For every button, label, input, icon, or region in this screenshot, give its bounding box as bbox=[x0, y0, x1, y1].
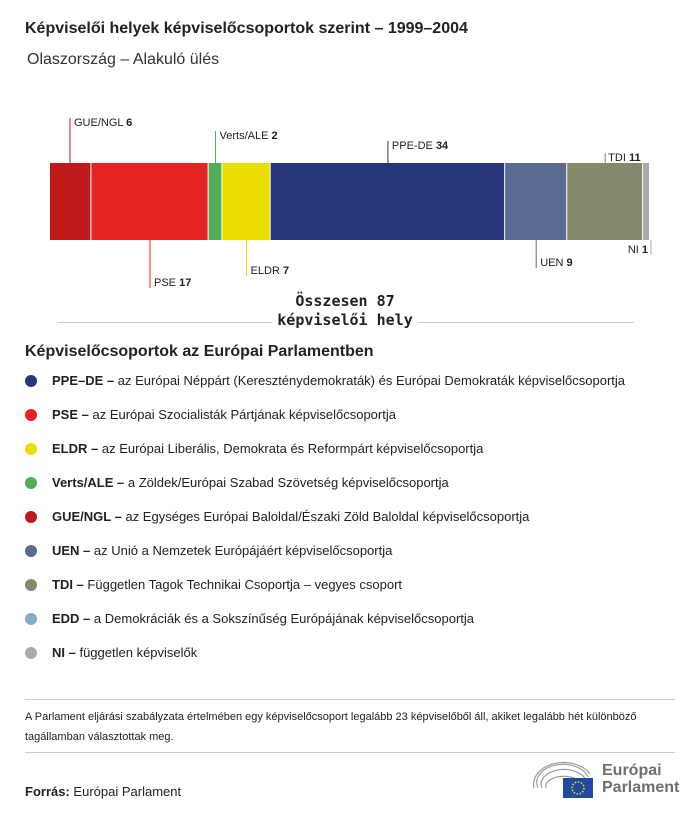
legend-item: PSE – az Európai Szocialisták Pártjának … bbox=[25, 407, 396, 422]
legend-item: TDI – Független Tagok Technikai Csoportj… bbox=[25, 577, 402, 592]
legend-item: Verts/ALE – a Zöldek/Európai Szabad Szöv… bbox=[25, 475, 449, 490]
legend-item: EDD – a Demokráciák és a Sokszínűség Eur… bbox=[25, 611, 474, 626]
bar-segment-ni bbox=[643, 163, 649, 240]
chart-title: Képviselői helyek képviselőcsoportok sze… bbox=[25, 20, 468, 37]
parliament-logo-icon bbox=[533, 761, 593, 798]
data-label: PPE-DE 34 bbox=[392, 140, 449, 152]
legend-text: az Európai Liberális, Demokrata és Refor… bbox=[101, 441, 484, 456]
logo-line1: Európai bbox=[602, 762, 662, 779]
legend-abbr: TDI – bbox=[52, 577, 84, 592]
legend-swatch bbox=[25, 442, 37, 455]
bar-segment-vertsale bbox=[208, 163, 222, 240]
legend-text: a Zöldek/Európai Szabad Szövetség képvis… bbox=[127, 475, 449, 490]
legend-abbr: GUE/NGL – bbox=[52, 509, 122, 524]
data-label: Verts/ALE 2 bbox=[220, 130, 278, 142]
legend-item: GUE/NGL – az Egységes Európai Baloldal/É… bbox=[25, 509, 529, 524]
legend-abbr: NI – bbox=[52, 645, 76, 660]
seat-bar-chart: GUE/NGL 6 PSE 17 Verts/ALE 2 ELDR 7 PPE-DE 3… bbox=[50, 117, 652, 289]
data-label: NI 1 bbox=[628, 244, 648, 256]
legend-abbr: EDD – bbox=[52, 611, 91, 626]
legend-swatch bbox=[25, 544, 37, 557]
bar-segment-pse bbox=[91, 163, 208, 240]
divider-right bbox=[418, 322, 634, 323]
data-label: ELDR 7 bbox=[251, 265, 290, 277]
legend-swatch bbox=[25, 646, 37, 659]
legend-text: független képviselők bbox=[79, 645, 198, 660]
footnote: A Parlament eljárási szabályzata értelmé… bbox=[25, 711, 637, 743]
legend-text: az Unió a Nemzetek Európájáért képviselő… bbox=[93, 543, 393, 558]
divider bbox=[25, 752, 675, 753]
logo-line2: Parlament bbox=[602, 779, 680, 796]
legend-item: NI – független képviselők bbox=[25, 645, 197, 660]
legend-item: ELDR – az Európai Liberális, Demokrata é… bbox=[25, 441, 483, 456]
total-seats-label: Összesen 87 képviselői hely bbox=[277, 292, 413, 329]
legend-abbr: PSE – bbox=[52, 407, 89, 422]
source-label: Forrás: bbox=[25, 784, 70, 799]
bar-segment-guengl bbox=[50, 163, 91, 240]
legend-item: UEN – az Unió a Nemzetek Európájáért kép… bbox=[25, 543, 392, 558]
data-label: GUE/NGL 6 bbox=[74, 117, 132, 129]
legend-swatch bbox=[25, 578, 37, 591]
legend-text: az Európai Néppárt (Kereszténydemokraták… bbox=[117, 373, 626, 388]
data-label: TDI 11 bbox=[608, 152, 640, 164]
legend-swatch bbox=[25, 476, 37, 489]
source-text: Európai Parlament bbox=[73, 784, 182, 799]
legend-title: Képviselőcsoportok az Európai Parlamentb… bbox=[25, 343, 374, 360]
data-label: PSE 17 bbox=[154, 277, 191, 289]
bar-segment-eldr bbox=[222, 163, 270, 240]
legend-text: Független Tagok Technikai Csoportja – ve… bbox=[87, 577, 403, 592]
legend-swatch bbox=[25, 612, 37, 625]
legend-swatch bbox=[25, 374, 37, 387]
bar-segment-uen bbox=[505, 163, 567, 240]
legend-text: a Demokráciák és a Sokszínűség Európáján… bbox=[93, 611, 475, 626]
legend-swatch bbox=[25, 408, 37, 421]
data-label: UEN 9 bbox=[540, 257, 572, 269]
legend-abbr: Verts/ALE – bbox=[52, 475, 125, 490]
chart-subtitle: Olaszország – Alakuló ülés bbox=[27, 51, 220, 68]
bar-segment-tdi bbox=[567, 163, 643, 240]
legend-text: az Egységes Európai Baloldal/Északi Zöld… bbox=[125, 509, 530, 524]
legend-abbr: PPE–DE – bbox=[52, 373, 115, 388]
bar-segment-ppede bbox=[270, 163, 505, 240]
divider-left bbox=[57, 322, 272, 323]
legend-item: PPE–DE – az Európai Néppárt (Keresztényd… bbox=[25, 373, 625, 388]
legend-swatch bbox=[25, 510, 37, 523]
divider bbox=[25, 699, 675, 700]
legend-text: az Európai Szocialisták Pártjának képvis… bbox=[92, 407, 396, 422]
ep-logo: Európai Parlament bbox=[530, 760, 679, 798]
source: Forrás: Európai Parlament bbox=[25, 784, 181, 799]
legend-abbr: ELDR – bbox=[52, 441, 99, 456]
legend-abbr: UEN – bbox=[52, 543, 91, 558]
